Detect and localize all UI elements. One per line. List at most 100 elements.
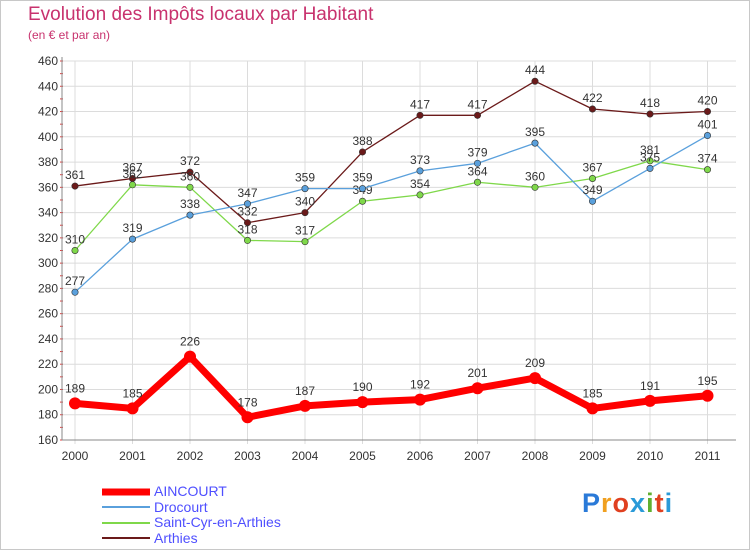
y-tick-label: 160: [38, 433, 58, 447]
y-tick-label: 420: [38, 105, 58, 119]
x-tick-label: 2008: [522, 449, 549, 463]
data-point: [703, 166, 711, 174]
legend-swatch: [102, 521, 150, 524]
x-tick-label: 2007: [464, 449, 491, 463]
legend-label: AINCOURT: [154, 483, 227, 499]
data-point: [301, 185, 309, 193]
data-point: [416, 111, 424, 119]
data-label: 192: [410, 378, 430, 392]
data-label: 319: [122, 221, 142, 235]
data-point: [69, 397, 81, 410]
data-label: 367: [582, 160, 602, 174]
data-label: 332: [237, 205, 257, 219]
data-point: [186, 168, 194, 176]
data-point: [184, 350, 196, 363]
data-point: [126, 402, 139, 415]
legend-item: Drocourt: [102, 499, 422, 516]
data-label: 191: [640, 379, 660, 393]
data-label: 422: [582, 91, 602, 105]
data-point: [644, 394, 656, 407]
data-point: [71, 247, 79, 255]
y-tick-label: 300: [38, 256, 58, 270]
data-label: 185: [582, 386, 602, 400]
data-point: [646, 110, 654, 118]
data-point: [586, 402, 599, 415]
data-label: 360: [180, 169, 200, 183]
data-point: [646, 164, 654, 172]
data-point: [588, 174, 596, 182]
chart-subtitle: (en € et par an): [28, 28, 111, 42]
data-point: [358, 185, 366, 193]
data-point: [703, 108, 711, 116]
data-point: [703, 132, 711, 140]
data-label: 361: [65, 168, 85, 182]
y-tick-label: 460: [38, 54, 58, 68]
data-label: 340: [295, 195, 315, 209]
data-label: 209: [525, 356, 545, 370]
y-tick-label: 280: [38, 281, 58, 295]
data-label: 310: [65, 233, 85, 247]
legend-item: Saint-Cyr-en-Arthies: [102, 515, 422, 531]
x-tick-label: 2011: [695, 449, 721, 463]
data-point: [416, 167, 424, 175]
data-label: 420: [697, 94, 717, 108]
data-label: 381: [640, 143, 660, 157]
y-tick-label: 220: [38, 357, 58, 371]
data-point: [471, 382, 484, 395]
data-label: 201: [467, 366, 487, 380]
data-label: 317: [295, 224, 315, 238]
data-point: [358, 148, 366, 156]
data-point: [531, 183, 539, 191]
legend-item: Arthies: [102, 529, 422, 547]
data-label: 417: [410, 97, 430, 111]
data-label: 359: [295, 171, 315, 185]
data-label: 372: [180, 154, 200, 168]
data-label: 374: [697, 152, 717, 166]
data-point: [244, 219, 252, 227]
proxiti-logo: Proxiti: [582, 488, 674, 518]
data-label: 318: [237, 222, 257, 236]
data-point: [129, 181, 137, 189]
chart-legend: AINCOURT Drocourt Saint-Cyr-en-Arthies Arth…: [102, 484, 422, 546]
y-tick-label: 440: [38, 79, 58, 93]
series-line: [74, 353, 708, 421]
data-label: 444: [525, 63, 545, 77]
data-label: 354: [410, 177, 430, 191]
data-label: 189: [65, 381, 85, 395]
data-label: 375: [640, 150, 660, 164]
data-label: 417: [467, 97, 487, 111]
x-tick-label: 2005: [349, 449, 376, 463]
data-label: 373: [410, 153, 430, 167]
series-line: [74, 160, 708, 251]
chart-title: Evolution des Impôts locaux par Habitant: [28, 4, 374, 25]
data-point: [186, 183, 194, 191]
data-label: 349: [582, 183, 602, 197]
data-point: [588, 105, 596, 113]
y-tick-label: 180: [38, 408, 58, 422]
y-tick-label: 360: [38, 180, 58, 194]
data-label: 277: [65, 274, 85, 288]
x-tick-label: 2003: [234, 449, 261, 463]
data-label: 388: [352, 134, 372, 148]
data-point: [358, 197, 366, 205]
data-point: [531, 77, 539, 85]
data-label: 185: [122, 386, 142, 400]
data-label: 195: [697, 374, 717, 388]
y-tick-label: 320: [38, 231, 58, 245]
data-point: [414, 393, 426, 406]
data-point: [301, 238, 309, 246]
data-point: [71, 288, 79, 296]
legend-label: Saint-Cyr-en-Arthies: [154, 514, 281, 530]
data-point: [244, 200, 252, 208]
data-label: 364: [467, 164, 487, 178]
series-line: [74, 134, 708, 293]
y-tick-label: 380: [38, 155, 58, 169]
data-label: 226: [180, 335, 200, 349]
y-tick-label: 400: [38, 130, 58, 144]
legend-label: Arthies: [154, 529, 198, 546]
x-tick-label: 2002: [177, 449, 204, 463]
y-tick-label: 200: [38, 382, 58, 396]
data-label: 187: [295, 384, 315, 398]
x-tick-label: 2001: [119, 449, 146, 463]
series-line: [74, 80, 708, 224]
